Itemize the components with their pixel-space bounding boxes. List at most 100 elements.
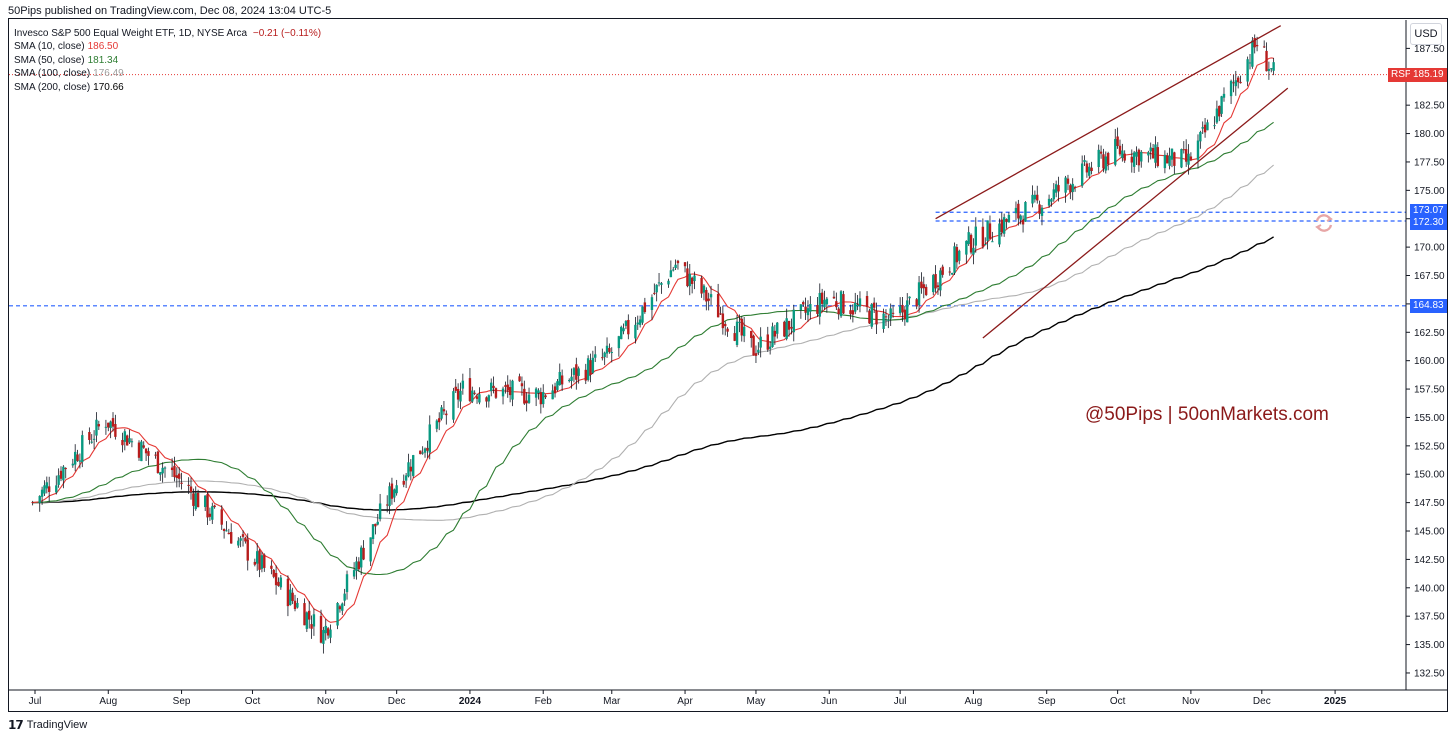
candle-body bbox=[428, 424, 431, 453]
candle-body bbox=[898, 306, 902, 314]
candle-body bbox=[969, 234, 973, 253]
candle-body bbox=[308, 610, 311, 620]
candle-body bbox=[92, 438, 96, 440]
candle-body bbox=[1253, 37, 1256, 48]
candle-body bbox=[1213, 125, 1216, 127]
candle-body bbox=[835, 301, 838, 308]
candle-body bbox=[889, 308, 892, 319]
candle-body bbox=[1071, 183, 1074, 193]
candle-body bbox=[289, 589, 292, 606]
price-tick-label: 152.50 bbox=[1414, 441, 1445, 452]
candle-body bbox=[419, 450, 422, 455]
candle-body bbox=[1154, 144, 1157, 163]
candle-body bbox=[1085, 163, 1089, 173]
candle-body bbox=[610, 352, 613, 354]
candle-body bbox=[1199, 132, 1202, 142]
candle-body bbox=[716, 294, 720, 318]
candle-body bbox=[1021, 219, 1025, 225]
candle-body bbox=[423, 448, 427, 453]
candle-body bbox=[1130, 156, 1134, 163]
candle-body bbox=[752, 335, 755, 356]
candle-body bbox=[246, 539, 249, 561]
time-tick-label: Aug bbox=[99, 696, 117, 707]
candle-body bbox=[570, 376, 573, 381]
candle-body bbox=[140, 441, 143, 462]
candle-body bbox=[97, 424, 101, 427]
price-tick-label: 140.00 bbox=[1414, 583, 1445, 594]
time-tick-label: May bbox=[747, 696, 766, 707]
candle-body bbox=[426, 447, 429, 451]
candle-body bbox=[820, 292, 824, 304]
time-tick-label: 2025 bbox=[1324, 696, 1347, 707]
time-tick-label: Feb bbox=[535, 696, 553, 707]
candle-body bbox=[62, 466, 65, 481]
candle-body bbox=[229, 532, 233, 544]
price-tick-label: 160.00 bbox=[1414, 356, 1445, 367]
candle-body bbox=[192, 493, 195, 506]
candle-body bbox=[1002, 217, 1006, 234]
candle-body bbox=[1267, 68, 1271, 71]
legend-title-row: Invesco S&P 500 Equal Weight ETF, 1D, NY… bbox=[14, 27, 321, 40]
candle-body bbox=[759, 336, 762, 348]
candle-body bbox=[1156, 147, 1160, 167]
refresh-icon[interactable] bbox=[1313, 212, 1335, 234]
candle-body bbox=[650, 297, 654, 310]
candle-body bbox=[932, 275, 935, 293]
tradingview-logo-icon: 𝟭𝟳 bbox=[8, 718, 24, 732]
candle-body bbox=[1147, 152, 1150, 156]
candle-body bbox=[558, 371, 561, 386]
chart-frame[interactable] bbox=[8, 18, 1448, 712]
candle-body bbox=[1255, 44, 1259, 47]
currency-button[interactable]: USD bbox=[1410, 23, 1442, 45]
candle-body bbox=[305, 612, 309, 629]
candle-body bbox=[1163, 154, 1167, 169]
candle-body bbox=[130, 441, 134, 443]
candle-body bbox=[605, 345, 609, 354]
candle-body bbox=[1251, 40, 1254, 67]
candle-body bbox=[849, 310, 852, 315]
candle-body bbox=[478, 394, 481, 403]
candle-body bbox=[882, 313, 885, 329]
candle-body bbox=[473, 392, 476, 394]
candle-body bbox=[194, 493, 197, 510]
candle-body bbox=[154, 454, 157, 456]
candle-body bbox=[586, 358, 590, 380]
time-tick-label: Dec bbox=[388, 696, 406, 707]
candle-body bbox=[766, 334, 769, 350]
candle-body bbox=[326, 628, 330, 636]
sma-lines bbox=[32, 57, 1274, 623]
candle-body bbox=[941, 266, 944, 275]
candle-body bbox=[369, 537, 372, 562]
candle-body bbox=[915, 299, 918, 307]
time-tick-label: Nov bbox=[317, 696, 335, 707]
candle-body bbox=[542, 392, 545, 405]
candle-body bbox=[1116, 136, 1119, 147]
candle-body bbox=[787, 320, 791, 330]
candle-body bbox=[816, 305, 819, 314]
candle-body bbox=[1184, 149, 1188, 162]
candle-body bbox=[114, 423, 117, 437]
candle-body bbox=[556, 381, 559, 390]
candle-body bbox=[374, 523, 377, 527]
candle-body bbox=[1187, 153, 1190, 165]
candle-body bbox=[686, 268, 689, 287]
candle-body bbox=[1104, 156, 1107, 171]
candle-body bbox=[972, 247, 975, 255]
candle-body bbox=[57, 475, 60, 485]
candle-body bbox=[1149, 147, 1152, 152]
candle-body bbox=[1196, 140, 1200, 160]
candle-body bbox=[1220, 96, 1223, 114]
candle-body bbox=[719, 313, 722, 315]
legend-indicator-row: SMA (200, close) 170.66 bbox=[14, 81, 321, 94]
candle-body bbox=[244, 537, 247, 542]
candle-body bbox=[123, 431, 127, 442]
symbol-price-tag: RSP bbox=[1388, 67, 1415, 82]
support-tag: 164.83 bbox=[1410, 298, 1447, 313]
candle-body bbox=[1054, 184, 1058, 193]
candle-body bbox=[43, 485, 46, 494]
candle-body bbox=[1168, 155, 1171, 166]
sma-200-line bbox=[32, 236, 1274, 511]
candle-body bbox=[475, 396, 479, 399]
candle-body bbox=[577, 368, 580, 376]
